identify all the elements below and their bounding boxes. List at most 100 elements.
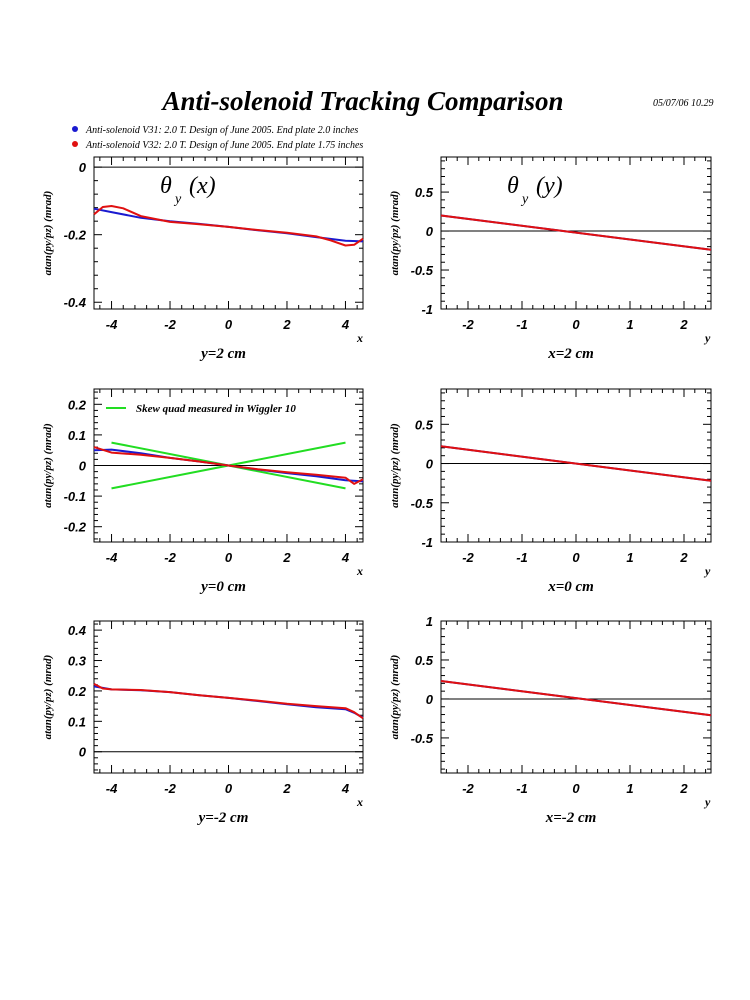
y-tick-label: 0.5 — [415, 417, 434, 432]
y-tick-label: -0.5 — [411, 263, 434, 278]
y-tick-label: -0.2 — [64, 520, 87, 535]
series-line-2 — [93, 683, 364, 720]
x-axis-label: y=2 cm — [199, 346, 246, 362]
x-axis-name: x — [356, 564, 363, 578]
panel-title-symbol: θ — [507, 173, 519, 199]
y-tick-label: -0.4 — [64, 295, 87, 310]
plot-panel-4: -2 -1 0 1 2 0.5 0 -0.5 -1 atan(py/pz) (mrad) y x=0 … — [389, 388, 712, 595]
x-tick-label: 2 — [282, 317, 291, 332]
inner-legend-label: Skew quad measured in Wiggler 10 — [136, 403, 296, 415]
x-axis-name: x — [356, 331, 363, 345]
y-tick-label: 1 — [426, 614, 433, 629]
x-tick-label: -4 — [106, 317, 118, 332]
y-tick-label: 0 — [79, 160, 87, 175]
x-tick-label: 2 — [282, 550, 291, 565]
y-tick-label: 0.3 — [68, 654, 87, 669]
y-tick-label: 0 — [79, 459, 87, 474]
x-axis-name: y — [703, 331, 711, 345]
y-tick-label: 0 — [426, 224, 434, 239]
plot-panel-2: -2 -1 0 1 2 0.5 0 -0.5 -1 atan(py/pz) (mrad) y x=2 … — [389, 156, 712, 362]
legend-label-v31: Anti-solenoid V31: 2.0 T. Design of June… — [85, 125, 358, 136]
x-tick-label: -1 — [516, 550, 528, 565]
plot-panel-1: -4 -2 0 2 4 0 -0.2 -0.4 atan(py/pz) (mrad) x y=2 c… — [42, 156, 364, 362]
x-axis-label: y=0 cm — [199, 579, 246, 595]
plot-panel-6: -2 -1 0 1 2 1 0.5 0 -0.5 atan(py/pz) (mrad) y x=-2 … — [389, 614, 712, 826]
x-tick-label: 1 — [626, 550, 633, 565]
panel-title-argument: (x) — [189, 173, 216, 199]
panel-title-argument: (y) — [536, 173, 563, 199]
x-axis-name: y — [703, 795, 711, 809]
y-axis-label: atan(py/pz) (mrad) — [389, 191, 401, 276]
x-tick-label: 1 — [626, 317, 633, 332]
x-axis-name: y — [703, 564, 711, 578]
y-tick-label: -1 — [421, 302, 433, 317]
legend-marker-v32 — [72, 141, 78, 147]
x-tick-label: -2 — [462, 550, 474, 565]
legend-label-v32: Anti-solenoid V32: 2.0 T. Design of June… — [85, 140, 363, 151]
y-tick-label: 0 — [426, 457, 434, 472]
y-tick-label: 0 — [426, 692, 434, 707]
y-axis-label: atan(py/pz) (mrad) — [389, 423, 401, 508]
x-tick-label: 2 — [679, 550, 688, 565]
x-tick-label: 0 — [572, 317, 580, 332]
x-tick-label: -1 — [516, 781, 528, 796]
y-tick-label: 0.2 — [68, 397, 87, 412]
y-tick-label: -0.1 — [64, 489, 86, 504]
x-tick-label: -1 — [516, 317, 528, 332]
x-tick-label: 4 — [341, 781, 350, 796]
x-tick-label: -2 — [462, 317, 474, 332]
x-tick-label: -2 — [164, 550, 176, 565]
x-tick-label: 4 — [341, 550, 350, 565]
plot-panels: -4 -2 0 2 4 0 -0.2 -0.4 atan(py/pz) (mrad) x y=2 c… — [42, 156, 712, 826]
x-axis-label: x=2 cm — [547, 346, 594, 362]
y-tick-label: 0.5 — [415, 185, 434, 200]
x-axis-label: x=-2 cm — [545, 810, 597, 826]
timestamp: 05/07/06 10.29 — [653, 98, 714, 109]
y-tick-label: 0 — [79, 745, 87, 760]
series-line-1 — [93, 685, 364, 719]
y-tick-label: 0.4 — [68, 623, 87, 638]
y-tick-label: -0.5 — [411, 496, 434, 511]
x-tick-label: 2 — [282, 781, 291, 796]
plot-frame — [93, 156, 364, 310]
y-tick-label: 0.1 — [68, 428, 86, 443]
x-axis-label: y=-2 cm — [197, 810, 249, 826]
figure-title: Anti-solenoid Tracking Comparison — [160, 86, 563, 116]
panel-title-symbol: θ — [160, 173, 172, 199]
x-tick-label: 2 — [679, 781, 688, 796]
y-tick-label: 0.1 — [68, 714, 86, 729]
x-tick-label: 0 — [225, 317, 233, 332]
plot-frame — [440, 620, 712, 774]
y-axis-label: atan(py/pz) (mrad) — [42, 655, 54, 740]
y-tick-label: -0.2 — [64, 228, 87, 243]
x-tick-label: 0 — [572, 550, 580, 565]
y-tick-label: -1 — [421, 535, 433, 550]
plot-panel-5: -4 -2 0 2 4 0.4 0.3 0.2 0.1 0 atan(py/pz) (mrad) x y… — [42, 620, 364, 826]
series-line-2 — [440, 445, 712, 482]
x-tick-label: 0 — [225, 781, 233, 796]
x-tick-label: 2 — [679, 317, 688, 332]
figure-legend: Anti-solenoid V31: 2.0 T. Design of June… — [72, 125, 363, 151]
x-axis-label: x=0 cm — [547, 579, 594, 595]
x-tick-label: 0 — [572, 781, 580, 796]
x-tick-label: -2 — [164, 781, 176, 796]
x-tick-label: 0 — [225, 550, 233, 565]
x-axis-name: x — [356, 795, 363, 809]
series-line-2 — [93, 205, 364, 247]
series-line-2 — [440, 680, 712, 717]
y-tick-label: -0.5 — [411, 731, 434, 746]
series-line-4 — [93, 446, 364, 485]
x-tick-label: -2 — [164, 317, 176, 332]
panel-title-subscript: y — [520, 192, 529, 207]
y-tick-label: 0.5 — [415, 653, 434, 668]
x-tick-label: -4 — [106, 781, 118, 796]
legend-marker-v31 — [72, 126, 78, 132]
panel-title-subscript: y — [173, 192, 182, 207]
y-axis-label: atan(py/pz) (mrad) — [389, 655, 401, 740]
x-tick-label: -2 — [462, 781, 474, 796]
x-tick-label: -4 — [106, 550, 118, 565]
plot-panel-3: -4 -2 0 2 4 0.2 0.1 0 -0.1 -0.2 atan(py/pz) (mrad)… — [42, 388, 364, 595]
y-axis-label: atan(py/pz) (mrad) — [42, 423, 54, 508]
plot-frame — [440, 388, 712, 543]
